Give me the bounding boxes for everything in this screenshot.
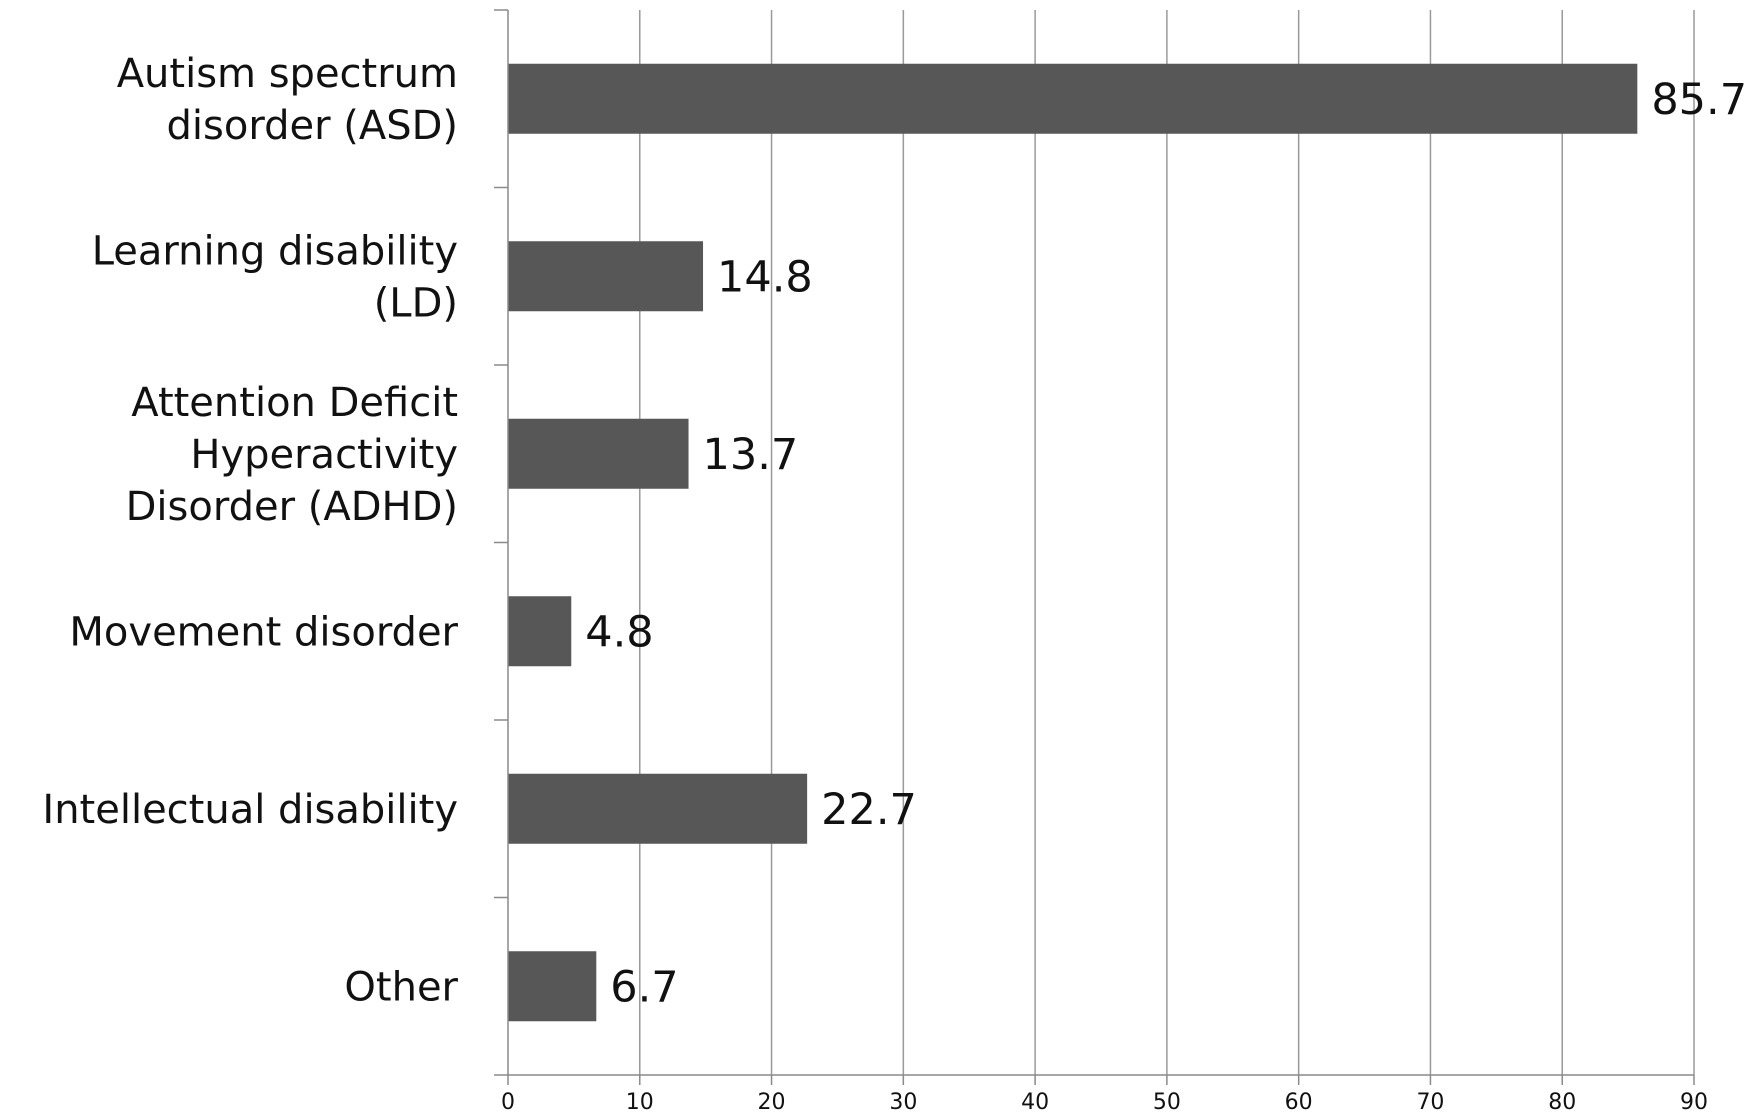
category-label-line: Disorder (ADHD) <box>126 484 458 530</box>
x-tick-label: 90 <box>1680 1090 1708 1115</box>
value-labels: 85.7 14.8 13.7 4.8 22.7 6.7 <box>585 75 1747 1013</box>
grid-lines <box>639 10 1695 1075</box>
category-label: Other <box>344 964 458 1010</box>
x-tick-labels: 0 10 20 30 40 50 60 70 80 90 <box>501 1090 1708 1115</box>
x-tick-label: 70 <box>1416 1090 1444 1115</box>
data-label: 85.7 <box>1651 75 1747 125</box>
data-label: 14.8 <box>717 252 813 302</box>
x-tick-label: 10 <box>626 1090 654 1115</box>
bar <box>508 241 704 312</box>
category-label: Movement disorder <box>69 609 458 655</box>
category-label: Autism spectrum disorder (ASD) <box>117 51 458 149</box>
x-tick-label: 80 <box>1548 1090 1576 1115</box>
category-label: Attention Deficit Hyperactivity Disorder (… <box>126 380 458 530</box>
data-label: 13.7 <box>703 430 799 480</box>
bar <box>508 773 808 844</box>
category-label-line: Movement disorder <box>69 609 458 655</box>
x-tick-label: 20 <box>758 1090 786 1115</box>
bar <box>508 951 597 1022</box>
x-tick-label: 40 <box>1021 1090 1049 1115</box>
bars <box>508 63 1638 1022</box>
data-label: 6.7 <box>610 962 678 1012</box>
bar <box>508 596 572 667</box>
category-label-line: Intellectual disability <box>42 787 458 833</box>
category-label-line: Attention Deficit <box>131 380 458 426</box>
category-label-line: (LD) <box>374 280 458 326</box>
category-label: Learning disability (LD) <box>92 228 458 326</box>
data-label: 4.8 <box>585 607 653 657</box>
x-tick-label: 50 <box>1153 1090 1181 1115</box>
category-label: Intellectual disability <box>42 787 458 833</box>
data-label: 22.7 <box>821 785 917 835</box>
category-label-line: Learning disability <box>92 228 458 274</box>
x-tick-label: 60 <box>1285 1090 1313 1115</box>
category-labels: Autism spectrum disorder (ASD) Learning di… <box>42 51 458 1011</box>
bar <box>508 63 1638 134</box>
x-tick-label: 0 <box>501 1090 515 1115</box>
axes <box>494 9 1695 1085</box>
bar <box>508 418 689 489</box>
category-label-line: Hyperactivity <box>190 432 458 478</box>
category-label-line: Other <box>344 964 458 1010</box>
x-tick-label: 30 <box>889 1090 917 1115</box>
category-label-line: Autism spectrum <box>117 51 458 97</box>
category-label-line: disorder (ASD) <box>167 103 458 149</box>
